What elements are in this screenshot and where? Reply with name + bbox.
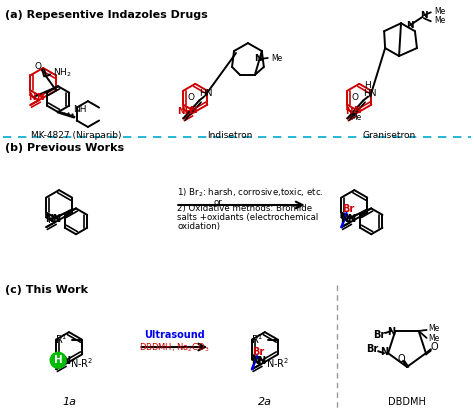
- Text: O: O: [397, 354, 405, 364]
- Text: N: N: [254, 54, 262, 63]
- Text: O: O: [188, 93, 195, 102]
- Text: N: N: [36, 93, 44, 102]
- Text: Me: Me: [351, 113, 362, 122]
- Text: N: N: [189, 106, 197, 115]
- Text: N: N: [387, 327, 395, 337]
- Text: Ultrasound: Ultrasound: [144, 330, 205, 340]
- Text: N: N: [406, 21, 414, 30]
- Text: H: H: [47, 215, 55, 225]
- Text: N: N: [346, 107, 353, 116]
- Text: 2) Oxidative methods: Bromide: 2) Oxidative methods: Bromide: [177, 204, 312, 213]
- Text: Me: Me: [434, 16, 445, 25]
- Text: Br: Br: [252, 347, 264, 357]
- Text: MK-4827 (Niraparib): MK-4827 (Niraparib): [31, 131, 121, 140]
- Text: Br: Br: [342, 204, 355, 214]
- Text: N: N: [45, 214, 53, 225]
- Text: N: N: [257, 356, 265, 366]
- Text: R$^1$: R$^1$: [251, 333, 264, 346]
- Text: N: N: [380, 347, 388, 357]
- Text: salts +oxidants (electrochemical: salts +oxidants (electrochemical: [177, 213, 319, 222]
- Text: N: N: [340, 214, 348, 225]
- Text: N: N: [420, 11, 428, 20]
- Text: O: O: [430, 342, 438, 352]
- Text: 2a: 2a: [258, 397, 272, 407]
- Text: Granisetron: Granisetron: [363, 131, 416, 140]
- Text: N: N: [28, 93, 36, 102]
- Text: N-R$^2$: N-R$^2$: [266, 356, 289, 370]
- Text: oxidation): oxidation): [177, 222, 220, 231]
- Text: Me: Me: [434, 7, 445, 16]
- Text: (c) This Work: (c) This Work: [5, 286, 88, 295]
- Text: DBDMH: DBDMH: [388, 397, 426, 407]
- Text: H: H: [54, 355, 63, 365]
- Text: N: N: [347, 214, 355, 225]
- Text: N: N: [55, 356, 63, 366]
- Text: NH: NH: [178, 107, 193, 116]
- Text: N: N: [52, 214, 60, 225]
- Text: 1a: 1a: [62, 397, 76, 407]
- Text: H: H: [364, 81, 371, 90]
- Text: N-R$^2$: N-R$^2$: [70, 356, 93, 370]
- Text: HN: HN: [364, 89, 377, 98]
- Text: N: N: [62, 356, 70, 366]
- Text: Br: Br: [374, 330, 385, 340]
- Circle shape: [50, 352, 66, 368]
- Text: HN: HN: [200, 89, 213, 98]
- Text: (b) Previous Works: (b) Previous Works: [5, 143, 125, 153]
- Text: Me: Me: [428, 335, 440, 344]
- Text: N: N: [353, 106, 361, 115]
- Text: O: O: [352, 93, 359, 102]
- Text: (a) Repesentive Indazoles Drugs: (a) Repesentive Indazoles Drugs: [5, 10, 208, 20]
- Text: O: O: [35, 62, 42, 71]
- Text: NH$_2$: NH$_2$: [53, 66, 72, 79]
- Text: R$^1$: R$^1$: [55, 333, 68, 346]
- Text: Me: Me: [271, 54, 282, 63]
- Text: N: N: [251, 356, 259, 366]
- Text: Br: Br: [366, 344, 378, 354]
- Text: NH: NH: [73, 105, 86, 114]
- Text: 1) Br$_2$: harsh, corrosive,toxic, etc.: 1) Br$_2$: harsh, corrosive,toxic, etc.: [177, 186, 324, 199]
- Text: DBDMH, Na$_2$CO$_3$: DBDMH, Na$_2$CO$_3$: [139, 342, 210, 354]
- Text: Me: Me: [428, 325, 440, 333]
- Text: or: or: [214, 198, 222, 207]
- Text: Indisetron: Indisetron: [207, 131, 253, 140]
